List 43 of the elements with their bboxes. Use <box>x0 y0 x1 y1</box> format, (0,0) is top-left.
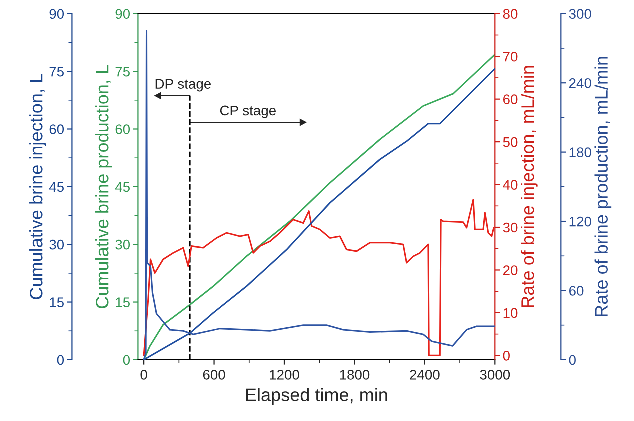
y-tick-label: 15 <box>116 298 130 308</box>
y-axis-title: Cumulative brine injection, L <box>30 74 46 300</box>
x-tick-label: 1800 <box>340 370 370 380</box>
y-tick-label: 90 <box>116 9 130 20</box>
annotation: CP stage <box>220 106 276 118</box>
y-tick-label: 60 <box>116 124 130 134</box>
y-tick-label: 0 <box>57 355 64 366</box>
y-tick-label: 45 <box>115 182 130 192</box>
y2-tick-label: 60 <box>504 94 518 105</box>
y-tick-label: 60 <box>50 124 64 134</box>
y-tick-label: 15 <box>50 298 64 308</box>
x-tick-label: 2400 <box>410 370 440 380</box>
y2-tick-label: 70 <box>504 52 518 62</box>
x-axis-title: Elapsed time, min <box>246 388 388 406</box>
x-tick-label: 0 <box>140 370 148 380</box>
y2-axis-title: Rate of brine injection, mL/min <box>521 66 538 308</box>
y-tick-label: 90 <box>50 9 64 20</box>
y2-tick-label: 180 <box>570 148 592 158</box>
y2-tick-label: 40 <box>503 180 518 190</box>
y-tick-label: 75 <box>116 67 130 77</box>
y2-tick-label: 80 <box>503 9 518 20</box>
y2-tick-label: 0 <box>503 351 510 361</box>
x-tick-label: 1200 <box>270 370 300 380</box>
y2-tick-label: 120 <box>570 216 592 227</box>
x-tick-label: 3000 <box>480 370 510 380</box>
y2-tick-label: 300 <box>569 9 592 20</box>
y-tick-label: 75 <box>50 67 64 77</box>
x-tick-label: 600 <box>203 370 226 380</box>
y2-tick-label: 240 <box>569 78 592 88</box>
y-tick-label: 30 <box>116 240 130 250</box>
y-tick-label: 0 <box>123 355 130 366</box>
y2-axis-title: Rate of brine production, mL/min <box>594 57 612 316</box>
y2-tick-label: 30 <box>503 222 518 233</box>
y-axis-title: Cumulative brine production, L <box>96 65 112 308</box>
y2-tick-label: 10 <box>504 308 518 318</box>
y2-tick-label: 0 <box>569 355 576 366</box>
annotation: DP stage <box>156 79 212 92</box>
y-tick-label: 45 <box>49 182 64 192</box>
y2-tick-label: 20 <box>503 266 518 276</box>
y2-tick-label: 50 <box>503 137 518 148</box>
y2-tick-label: 60 <box>570 286 584 296</box>
y-tick-label: 30 <box>50 240 64 250</box>
line-series <box>143 198 495 356</box>
